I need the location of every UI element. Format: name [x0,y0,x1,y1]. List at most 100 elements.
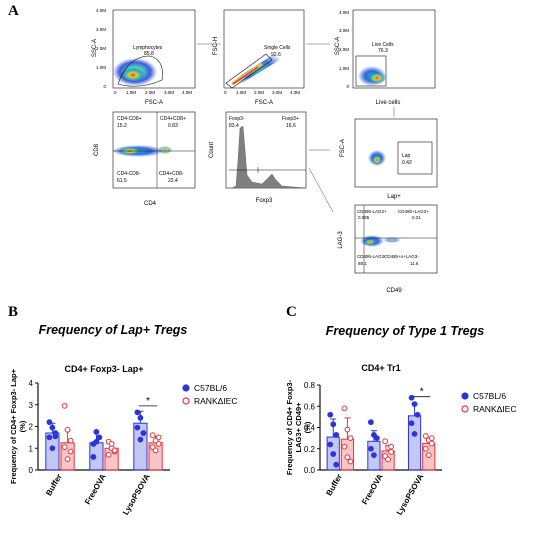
cd4cd8-q-lr-name: CD4+CD8- [159,171,184,177]
lag3-q-lr-val: 11.6 [410,261,419,266]
panel-label-a: A [8,3,19,19]
data-point [61,444,68,451]
data-point [344,426,351,433]
lymph-ylabel: SSC-A [92,39,98,57]
foxp3-xlabel: Foxp3 [256,198,273,204]
single-xtick: 3.0M [272,90,282,95]
data-point [368,445,374,452]
data-point [368,419,374,426]
cd4cd8-ylabel: CD8 [94,143,100,156]
significance-marker: * [146,396,150,407]
data-point [333,432,340,438]
facs-lymphocytes-plot: Lymphocytes 85.8 4.0M 3.0M 2.0M 1.0M 0 0… [92,8,196,106]
cd4cd8-q-ll-val: 61.5 [117,178,127,184]
y-axis-label: (%) [303,421,312,433]
data-point [90,454,97,460]
facs-cd4-cd8-plot: CD4-CD8+ 15.2 CD4+CD8+ 0.83 CD4-CD8- 61.… [94,111,196,207]
y-tick-label: 0.0 [304,466,316,475]
chart-lap-tregs: Frequency of Lap+ Tregs CD4+ Foxp3- Lap+ 0… [9,323,237,517]
facs-foxp3-histogram: Foxp3- 83.4 Foxp3+ 16.6 Foxp3 Count [209,111,307,204]
y-tick-label: 0.6 [304,402,316,411]
live-ytick: 1.0M [339,66,349,71]
single-xlabel: FSC-A [255,100,273,106]
data-point [149,432,156,439]
data-point [371,452,377,459]
data-point [64,426,71,433]
y-tick-label: 0 [29,466,34,475]
lag3-q-ul-val: 0.085 [358,215,370,220]
data-point [385,456,392,463]
panel-label-b: B [8,304,18,320]
lymph-ytick: 3.0M [96,27,106,32]
y-tick-label: 3 [29,401,34,410]
single-xtick: 2.0M [254,90,264,95]
live-ytick: 2.0M [339,47,349,52]
data-point [425,452,432,459]
data-point [61,402,68,409]
lymph-xtick: 4.0M [182,90,192,95]
data-point [93,438,100,445]
data-point [388,443,395,450]
lag3-q-ll-name: CD49b-LAG3- [357,254,386,259]
data-point [152,447,159,454]
lymph-xtick: 1.0M [126,90,136,95]
panel-label-c: C [286,304,297,320]
legend-label: RANKΔIEC [194,396,237,406]
lag3-q-ur-val: 0.21 [412,215,421,220]
single-xtick: 1.0M [236,90,246,95]
live-ytick: 0 [346,84,349,89]
lymph-xtick: 0 [114,90,117,95]
facs-single-cells-plot: Single Cells 92.6 0 1.0M 2.0M 3.0M 4.0M … [213,9,305,106]
data-point [93,429,100,435]
data-point [67,437,74,444]
data-point [333,461,340,468]
foxp3-neg-name: Foxp3- [229,116,245,122]
significance-marker: * [420,387,424,398]
foxp3-neg-val: 83.4 [229,123,239,129]
data-point [408,420,415,427]
chart-subtitle: CD4+ Tr1 [361,363,400,373]
single-ylabel: FSC-H [213,37,219,55]
cd4cd8-q-ur-val: 0.83 [168,123,178,129]
cd4cd8-q-ur-name: CD4+CD8+ [160,116,186,122]
data-point [46,434,53,441]
data-point [374,435,380,442]
data-point [52,433,59,440]
single-gate-value: 92.6 [271,52,281,58]
data-point [108,441,115,447]
y-tick-label: 4 [29,379,34,388]
x-tick-label: Buffer [44,473,64,498]
data-point [64,456,71,463]
lymph-xtick: 3.0M [164,90,174,95]
live-ylabel: SSC-A [335,37,341,55]
lymph-xlabel: FSC-A [145,100,163,106]
foxp3-ylabel: Count [209,142,215,158]
lap-gate-value: 0.42 [402,160,412,166]
y-axis-label: LAG3+ CD49+ [294,402,303,453]
data-point [428,440,435,447]
cd4cd8-xlabel: CD4 [144,201,157,207]
facs-lap-plot: Lap 0.42 Lap+ FSC-A [340,118,438,200]
data-point [96,434,103,441]
cd4cd8-q-ll-name: CD4-CD8- [117,171,141,177]
live-gate-name: Live Cells [372,42,394,48]
lap-ylabel: FSC-A [340,139,346,157]
y-axis-label: (%) [18,420,27,432]
facs-lag3-cd49-plot: CD49b-LAG3+ 0.085 CD49b+LAG3+ 0.21 CD49b… [338,204,438,294]
single-gate-name: Single Cells [264,45,291,51]
data-point [347,458,354,465]
x-tick-label: Buffer [324,473,344,498]
legend-marker [461,405,469,413]
legend-marker [461,392,469,400]
lymph-ytick: 2.0M [96,46,106,51]
foxp3-pos-name: Foxp3+ [282,116,299,122]
y-tick-label: 0.8 [304,381,316,390]
cd4cd8-q-ul-name: CD4-CD8+ [117,116,142,122]
data-point [155,434,162,441]
data-point [382,438,389,445]
data-point [155,441,162,447]
data-point [327,411,334,418]
y-tick-label: 1 [29,444,34,453]
lap-gate-name: Lap [402,153,411,159]
